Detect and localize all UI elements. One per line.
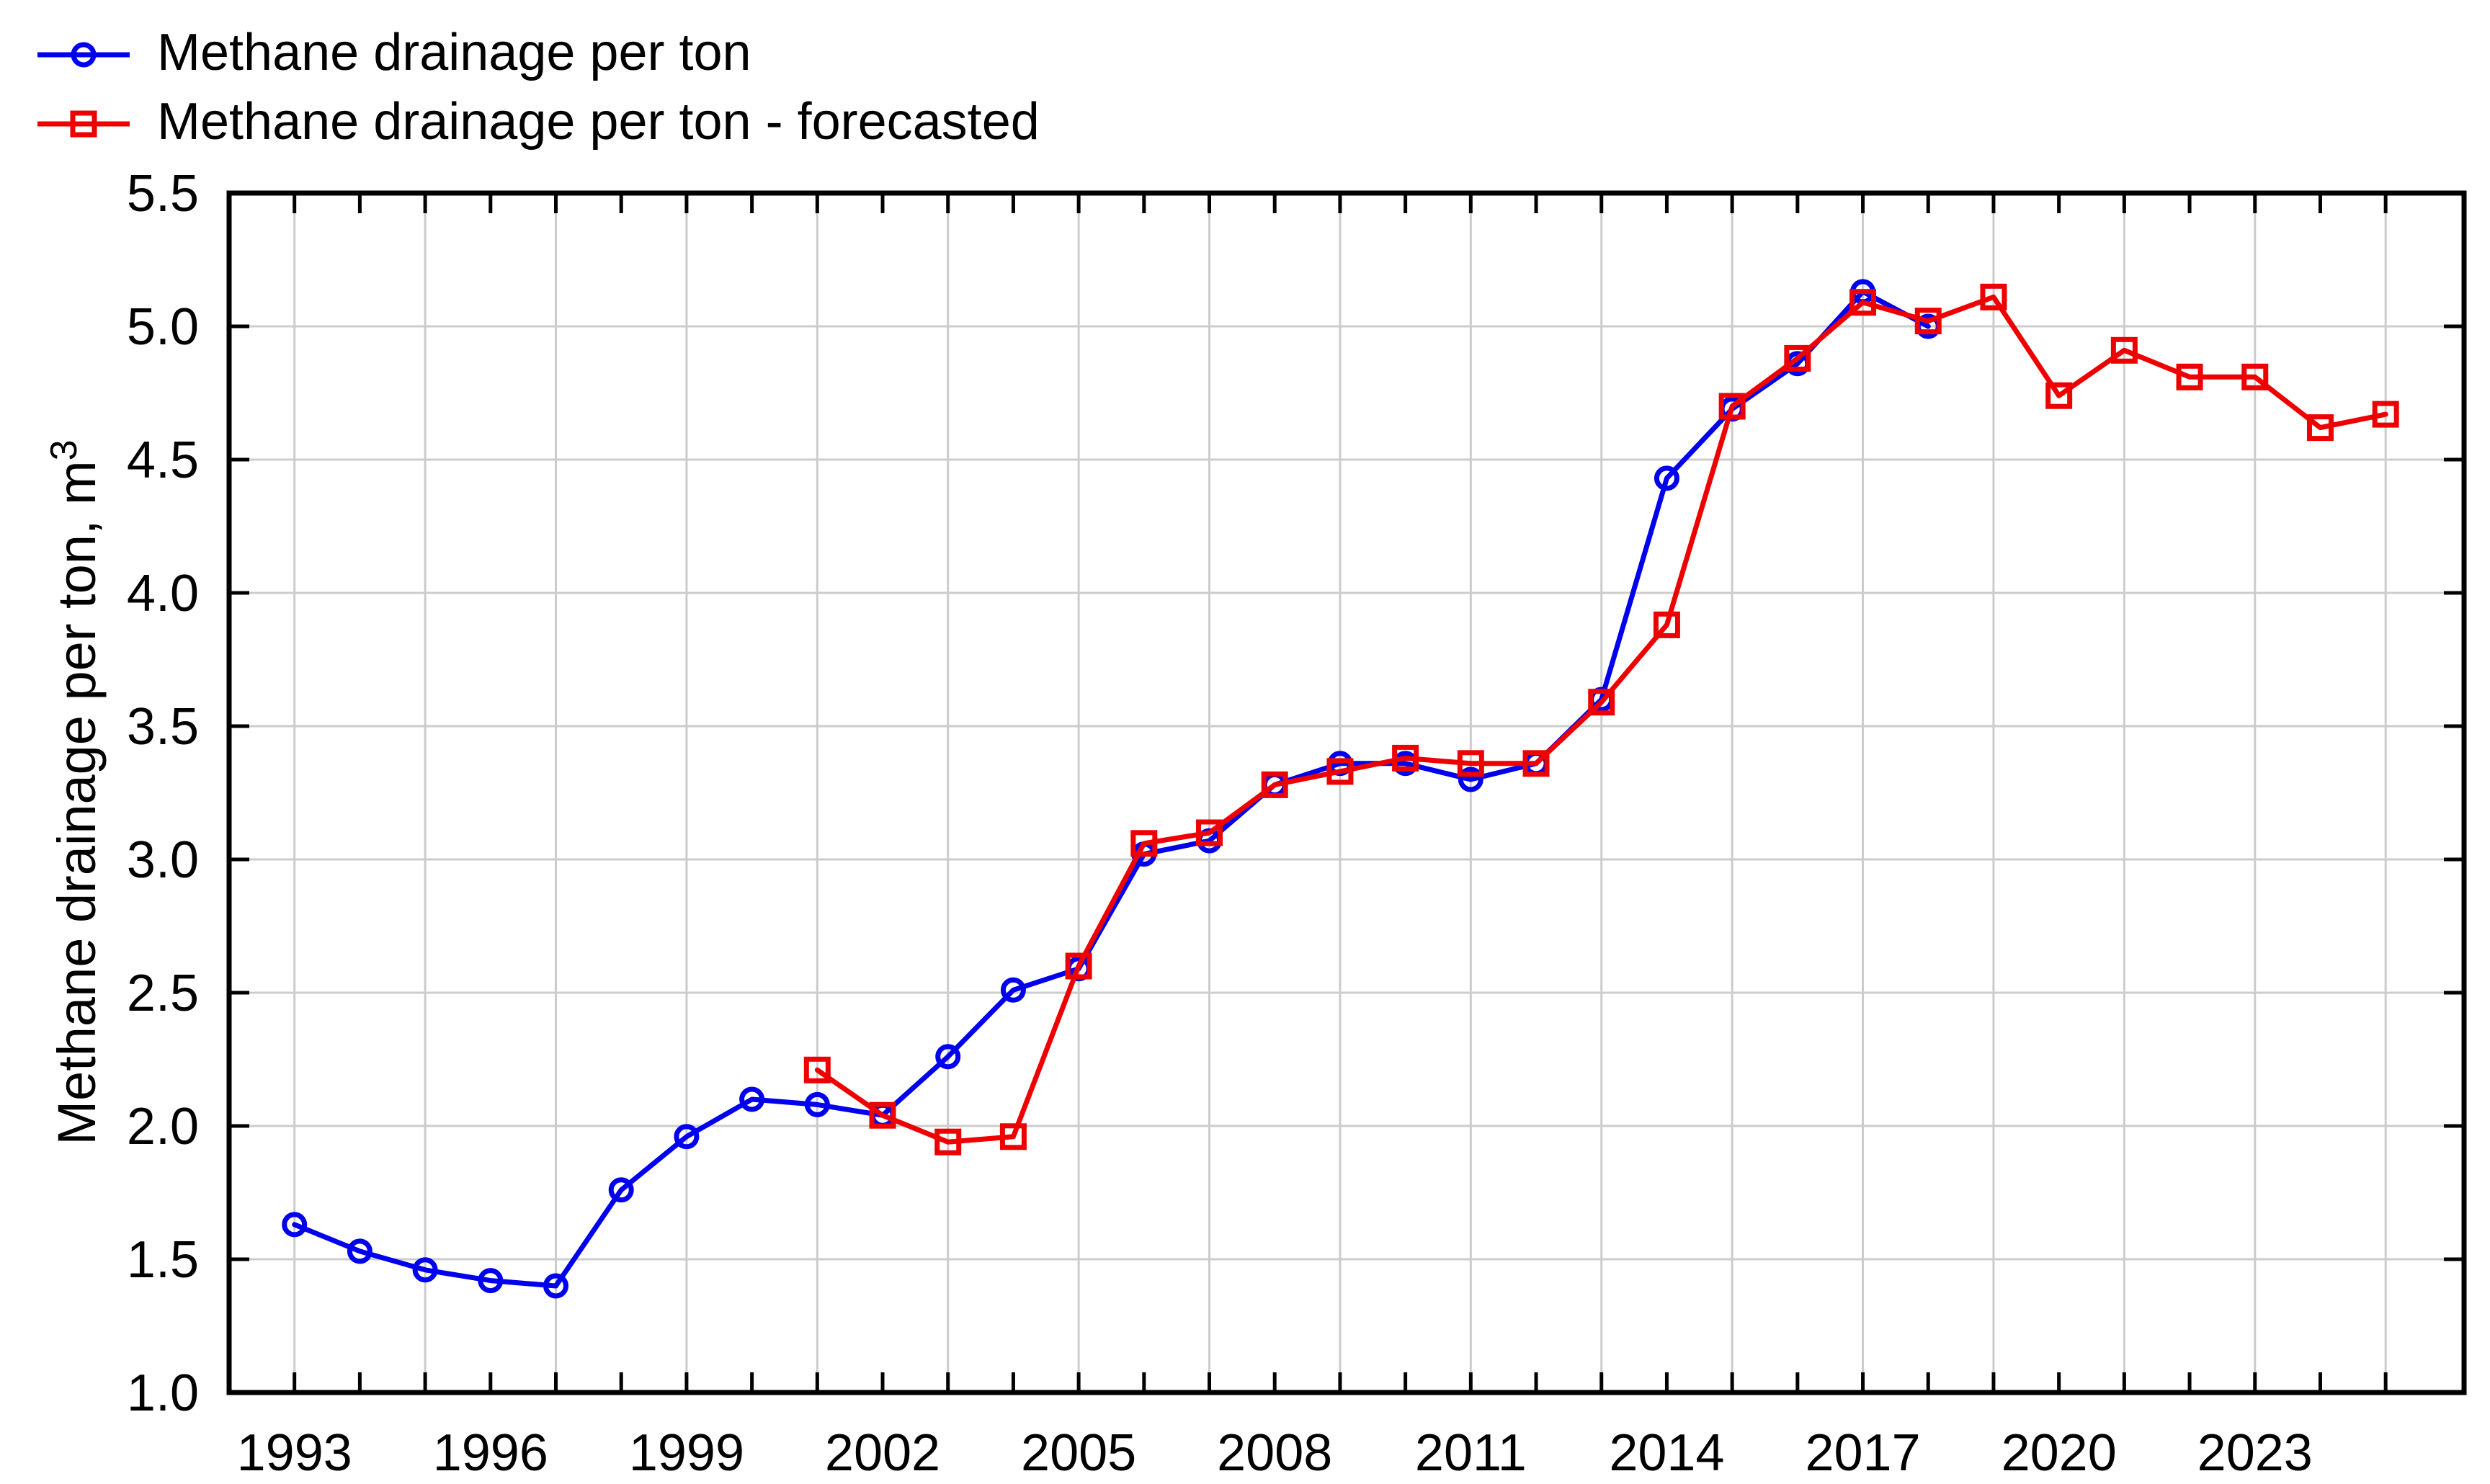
axis-labels: 1.0 1.5 2.0 2.5 3.0 3.5 4.0 4.5 5.0 5.5 1993 1996 19… [127,165,2313,1482]
forecast-legend-marker [70,110,97,138]
actual-marker [478,1268,504,1294]
forecast-marker [2110,336,2138,364]
forecast-marker [869,1101,896,1129]
forecast-marker [1849,289,1877,316]
forecast-marker [2372,401,2399,428]
x-axis-tick-label: 1999 [629,1424,744,1482]
forecast-legend-glyph [37,110,130,138]
forecast-marker [1261,771,1288,798]
y-axis-tick-label: 1.5 [127,1231,199,1289]
y-axis-title-text: Methane drainage per ton, m [46,460,107,1145]
axis-ticks [229,191,2464,1395]
actual-marker [674,1124,700,1150]
actual-marker [935,1044,961,1070]
actual-marker [804,1091,830,1117]
forecast-marker [1784,344,1811,372]
actual-legend-marker [71,42,97,68]
forecast-marker [1130,830,1158,857]
y-axis-tick-label: 1.0 [127,1364,199,1422]
x-axis-tick-label: 2023 [2197,1424,2313,1482]
x-axis-tick-label: 2017 [1805,1424,1920,1482]
plot-frame [226,190,2467,1395]
actual-marker [543,1273,569,1299]
forecast-marker [1457,750,1484,777]
y-axis-tick-label: 5.0 [127,298,199,356]
forecast-marker [1588,689,1615,716]
forecast-marker [1326,758,1354,785]
legend-label-forecast: Methane drainage per ton - forecasted [157,93,1040,151]
y-axis-tick-label: 2.5 [127,965,199,1022]
legend-item-actual: Methane drainage per ton [36,20,1040,89]
forecast-marker [2045,382,2073,409]
forecast-marker [1914,308,1942,335]
actual-marker [1654,465,1679,491]
actual-series-legend-swatch [37,42,130,68]
x-axis-tick-label: 2011 [1415,1424,1527,1482]
forecast-marker [2306,414,2334,442]
actual-marker [412,1257,438,1283]
y-axis-tick-label: 5.5 [127,165,199,223]
y-axis-tick-label: 4.0 [127,565,199,622]
x-axis-tick-label: 2005 [1021,1424,1136,1482]
x-axis-tick-label: 2014 [1609,1424,1724,1482]
forecast-marker [1718,393,1746,420]
y-axis-tick-label: 3.0 [127,831,199,889]
y-axis-tick-label: 4.5 [127,432,199,489]
forecast-marker [803,1056,831,1083]
forecast-marker [2176,363,2203,390]
x-axis-tick-label: 2002 [825,1424,940,1482]
forecast-series-line [814,294,2388,1145]
legend-item-forecast: Methane drainage per ton - forecasted [36,89,1040,158]
forecast-marker [1653,611,1680,638]
forecast-marker [1522,750,1550,777]
actual-marker [282,1212,308,1238]
actual-series-line [292,289,1931,1289]
x-axis-tick-label: 1993 [237,1424,352,1482]
forecast-marker [2241,363,2269,390]
actual-marker [739,1086,765,1112]
legend: Methane drainage per ton Methane drainag… [36,20,1040,158]
forecast-marker [1196,819,1223,846]
forecast-marker [1980,283,2007,310]
y-axis-title: Methane drainage per ton, m3 [43,439,107,1145]
actual-series [282,279,1941,1299]
actual-marker [1000,977,1026,1003]
y-axis-tick-label: 2.0 [127,1098,199,1156]
actual-marker [608,1177,634,1203]
x-axis-tick-label: 2008 [1217,1424,1332,1482]
x-axis-tick-label: 1996 [433,1424,548,1482]
actual-marker [1458,766,1483,792]
y-axis-title-superscript: 3 [43,439,86,461]
forecast-marker [934,1128,962,1156]
y-axis-tick-label: 3.5 [127,698,199,756]
x-axis-tick-label: 2020 [2002,1424,2117,1482]
legend-label-actual: Methane drainage per ton [157,24,751,81]
forecast-series-legend-swatch [37,110,130,138]
forecast-marker [999,1123,1027,1150]
forecast-marker [1392,744,1419,772]
forecast-marker [1065,952,1092,980]
forecast-series [803,283,2399,1156]
actual-legend-glyph [37,42,130,68]
actual-marker [347,1238,372,1264]
gridlines [229,193,2464,1393]
